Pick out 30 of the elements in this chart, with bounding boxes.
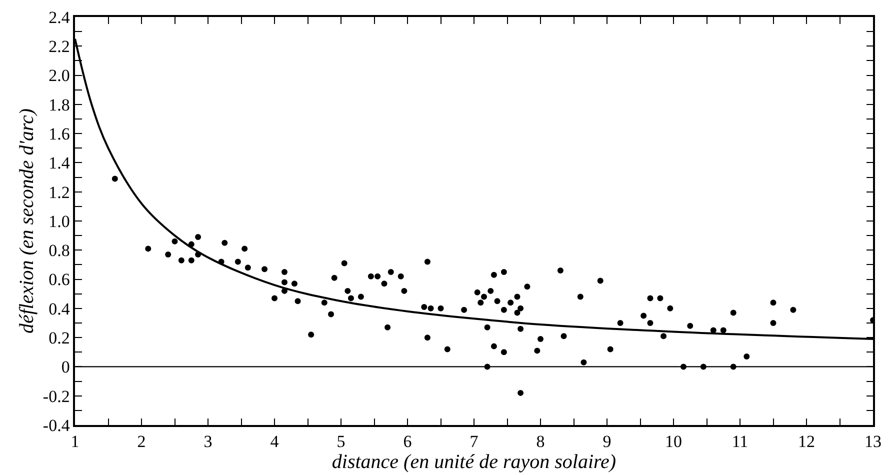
x-axis-title: distance (en unité de rayon solaire) [332, 451, 616, 474]
x-tick-label: 12 [798, 432, 815, 452]
x-tick-label: 9 [602, 432, 612, 452]
x-tick-label: 3 [204, 432, 212, 452]
x-tick-label: 2 [137, 432, 146, 452]
y-axis-title: déflexion (en seconde d'arc) [16, 108, 38, 334]
y-tick-label: 0.8 [48, 241, 70, 260]
x-tick-label: 1 [70, 432, 80, 452]
x-tick-label: 7 [470, 432, 479, 452]
y-tick-label: 1.6 [48, 124, 70, 144]
y-tick-label: 1.4 [48, 154, 70, 173]
y-tick-label: 2.4 [48, 8, 70, 27]
x-tick-label: 5 [336, 432, 346, 452]
y-tick-label: 2.2 [48, 37, 70, 56]
y-tick-label: 0.4 [48, 299, 70, 318]
y-tick-label: -0.2 [42, 386, 70, 406]
y-tick-label: 1.0 [48, 212, 70, 231]
x-tick-label: 13 [864, 432, 882, 452]
y-tick-label: -0.4 [42, 416, 70, 435]
y-tick-label: 0.6 [48, 270, 70, 290]
y-tick-label: 0.2 [48, 328, 70, 348]
y-tick-label: 1.8 [48, 95, 70, 114]
x-tick-label: 6 [403, 432, 412, 452]
x-tick-label: 8 [536, 432, 545, 452]
x-tick-label: 10 [665, 432, 682, 452]
x-tick-label: 11 [732, 432, 748, 452]
y-tick-label: 1.2 [48, 182, 70, 202]
y-tick-label: 0 [61, 358, 70, 377]
y-tick-label: 2.0 [48, 66, 70, 86]
x-tick-label: 4 [270, 432, 280, 452]
